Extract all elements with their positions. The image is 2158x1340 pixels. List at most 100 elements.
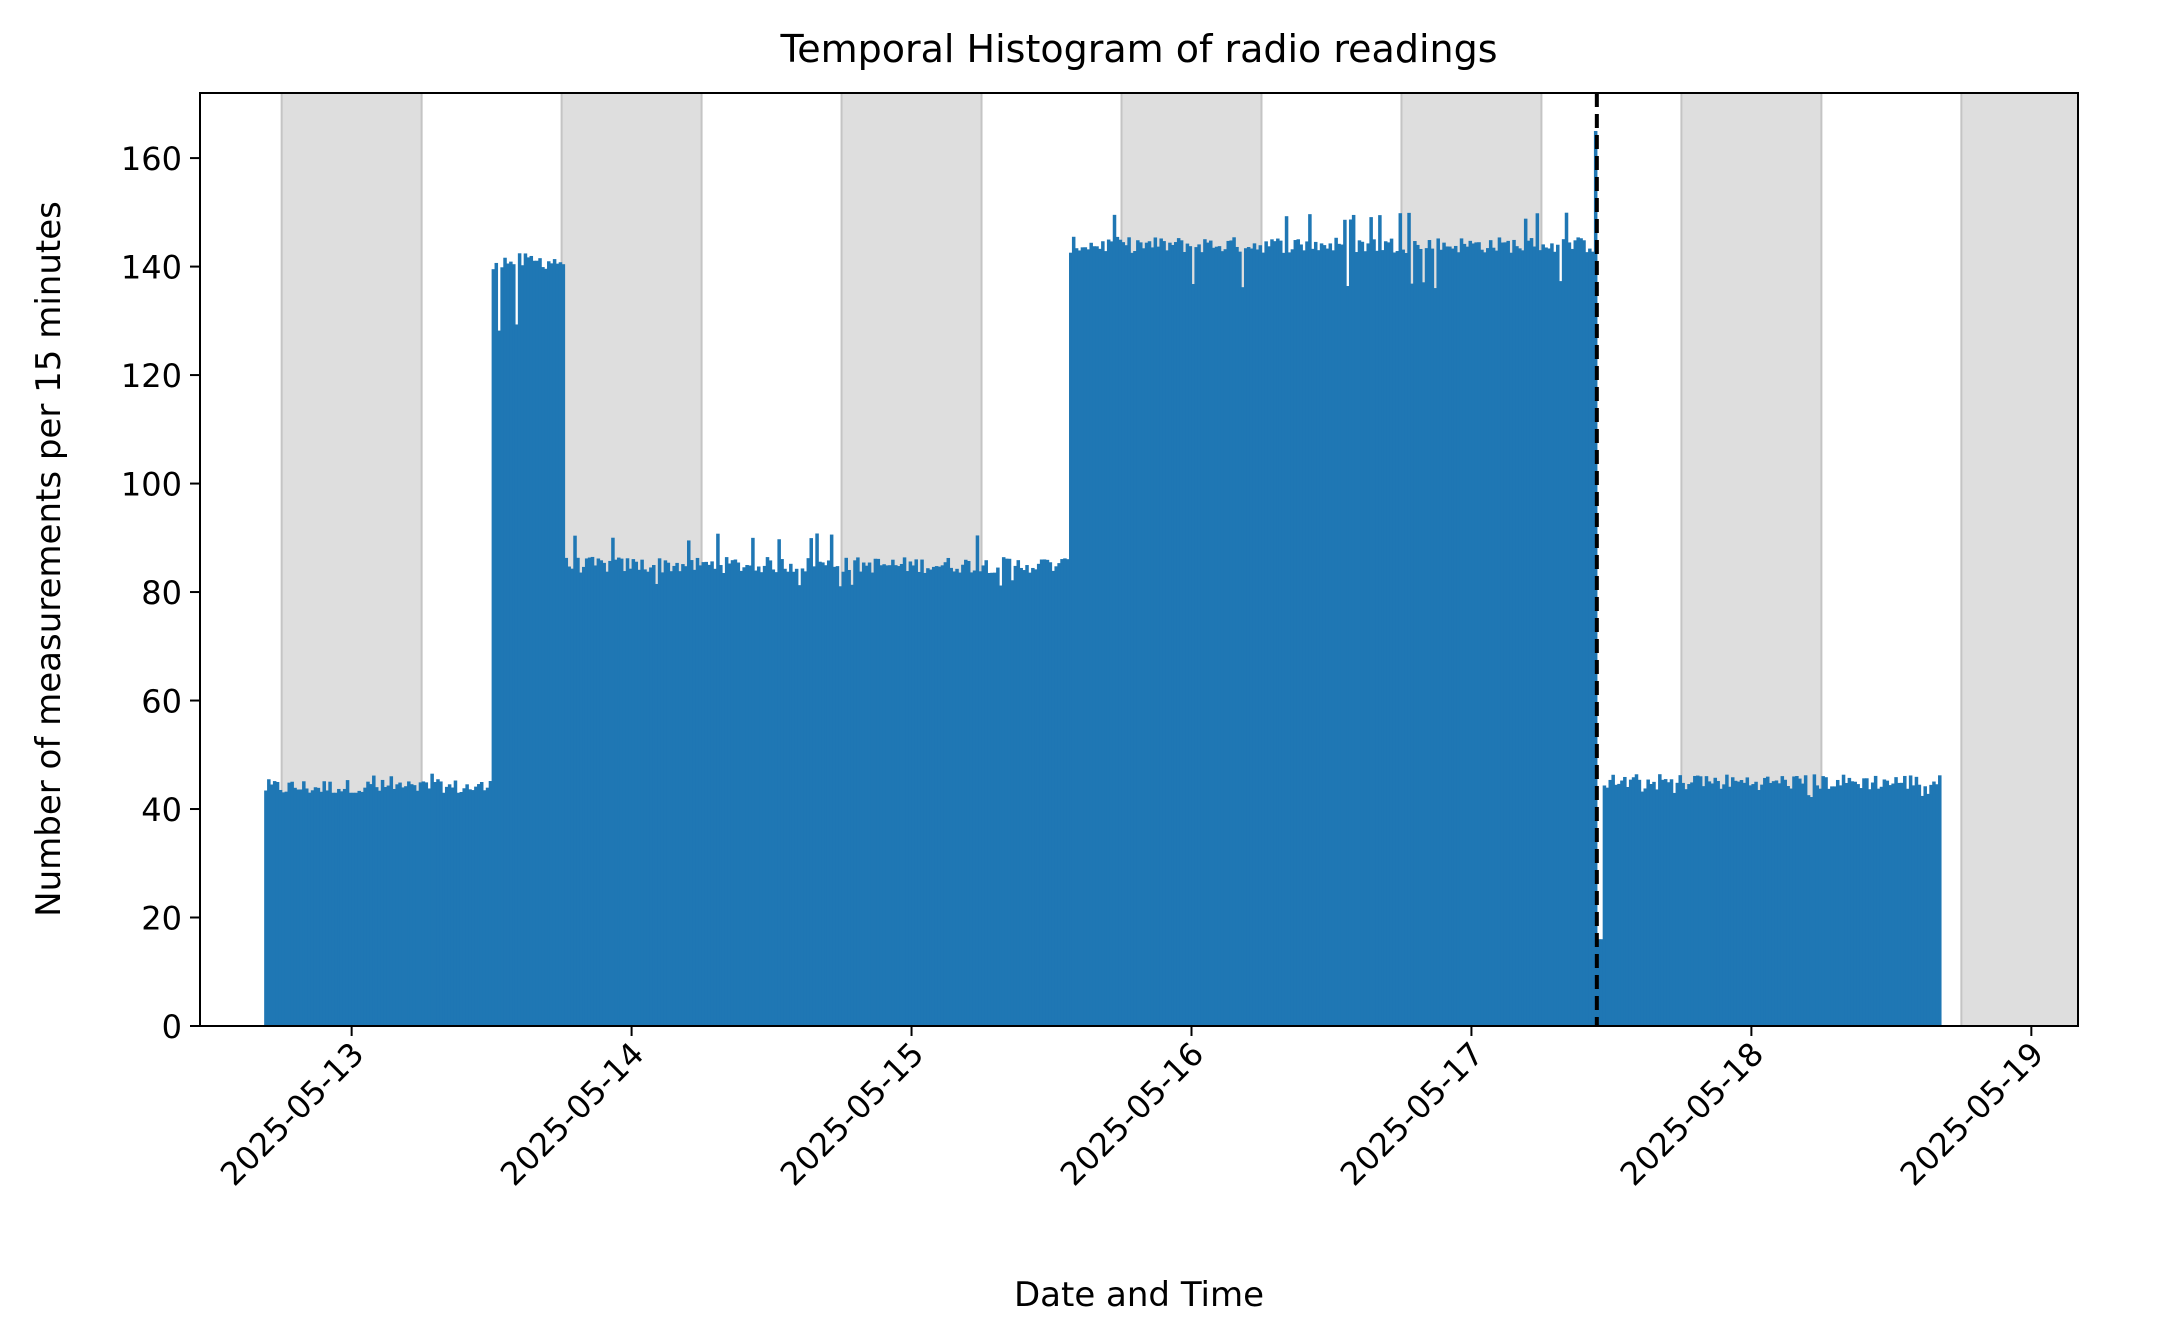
histogram-bar	[943, 562, 948, 1026]
histogram-bar	[1932, 781, 1936, 1026]
histogram-bar	[474, 786, 478, 1026]
histogram-bar	[503, 257, 507, 1026]
histogram-bar	[1185, 243, 1190, 1026]
histogram-bar	[1847, 777, 1852, 1026]
histogram-bar	[1436, 238, 1440, 1026]
histogram-bar	[407, 781, 411, 1026]
histogram-bar	[1903, 775, 1907, 1026]
histogram-bar	[1404, 253, 1408, 1026]
histogram-bar	[1220, 251, 1225, 1026]
histogram-bar	[488, 781, 493, 1026]
histogram-bar	[1710, 783, 1715, 1026]
histogram-bar	[599, 560, 604, 1026]
histogram-bar	[1331, 250, 1335, 1026]
histogram-bar	[1322, 245, 1327, 1026]
histogram-bar	[337, 788, 341, 1026]
y-tick-label: 20	[141, 900, 182, 938]
histogram-bar	[1261, 252, 1265, 1026]
histogram-bar	[984, 560, 988, 1026]
histogram-bar	[1395, 251, 1400, 1027]
histogram-bar	[541, 267, 545, 1026]
histogram-bar	[1777, 783, 1782, 1026]
histogram-bar	[1926, 793, 1930, 1026]
histogram-bar	[923, 572, 927, 1026]
histogram-bar	[1719, 788, 1723, 1026]
histogram-bar	[427, 788, 431, 1026]
histogram-bar	[579, 572, 583, 1026]
histogram-bar	[1640, 791, 1645, 1026]
histogram-bar	[1523, 218, 1528, 1027]
histogram-bar	[1378, 215, 1382, 1026]
histogram-bar	[1448, 246, 1452, 1026]
histogram-bar	[1252, 243, 1257, 1027]
histogram-bar	[590, 556, 595, 1026]
histogram-bar	[1494, 250, 1499, 1026]
histogram-bar	[316, 787, 321, 1026]
histogram-bar	[1051, 570, 1056, 1026]
histogram-bar	[1564, 212, 1569, 1026]
histogram-bar	[1083, 247, 1088, 1026]
histogram-bar	[1561, 239, 1566, 1027]
histogram-bar	[961, 564, 965, 1026]
histogram-bar	[625, 558, 630, 1026]
histogram-bar	[1687, 784, 1691, 1026]
histogram-bar	[1319, 243, 1324, 1027]
histogram-bar	[538, 258, 542, 1026]
histogram-bar	[439, 781, 443, 1026]
histogram-bar	[1646, 779, 1650, 1026]
histogram-bar	[491, 269, 496, 1026]
histogram-bar	[450, 787, 455, 1026]
histogram-bar	[1780, 776, 1785, 1026]
histogram-bar	[1273, 241, 1277, 1027]
histogram-bar	[1168, 242, 1172, 1026]
histogram-bar	[742, 567, 746, 1026]
histogram-bar	[1427, 240, 1432, 1027]
histogram-bar	[1281, 252, 1286, 1027]
histogram-bar	[815, 533, 819, 1026]
histogram-bar	[1486, 248, 1490, 1026]
histogram-bar	[993, 572, 997, 1026]
histogram-bar	[748, 565, 752, 1026]
histogram-bar	[555, 263, 560, 1026]
histogram-bar	[500, 267, 504, 1026]
histogram-bar	[1092, 246, 1096, 1027]
histogram-bar	[622, 571, 627, 1026]
histogram-bar	[331, 792, 335, 1026]
histogram-bar	[894, 565, 898, 1026]
histogram-bar	[1010, 580, 1015, 1026]
histogram-bar	[1267, 246, 1271, 1027]
histogram-bar	[299, 789, 303, 1026]
histogram-bar	[1232, 237, 1236, 1026]
histogram-bar	[611, 537, 615, 1026]
histogram-bar	[1544, 247, 1548, 1027]
histogram-bar	[1191, 284, 1196, 1027]
y-tick-label: 60	[141, 683, 182, 721]
histogram-bar	[669, 571, 674, 1026]
histogram-bar	[485, 787, 490, 1026]
histogram-bar	[832, 566, 837, 1026]
histogram-bar	[1001, 557, 1006, 1026]
histogram-bar	[1515, 246, 1519, 1027]
histogram-bar	[584, 558, 589, 1026]
histogram-bar	[1771, 781, 1776, 1026]
histogram-bar	[654, 583, 659, 1026]
histogram-bar	[1144, 242, 1149, 1026]
histogram-bar	[433, 782, 437, 1026]
histogram-bar	[1141, 248, 1146, 1026]
histogram-bar	[1325, 248, 1330, 1026]
histogram-bar	[975, 535, 980, 1026]
histogram-bar	[1885, 780, 1890, 1026]
histogram-bar	[1728, 786, 1732, 1026]
histogram-bar	[1824, 777, 1828, 1026]
histogram-bar	[1276, 238, 1280, 1026]
histogram-bar	[774, 572, 778, 1026]
histogram-bar	[1608, 779, 1613, 1026]
histogram-bar	[710, 561, 714, 1026]
histogram-bar	[1369, 217, 1373, 1026]
histogram-bar	[1873, 775, 1878, 1026]
histogram-bar	[1039, 559, 1044, 1026]
histogram-bar	[931, 566, 936, 1026]
histogram-bar	[745, 564, 749, 1026]
histogram-bar	[809, 538, 813, 1026]
histogram-bar	[1477, 242, 1481, 1026]
